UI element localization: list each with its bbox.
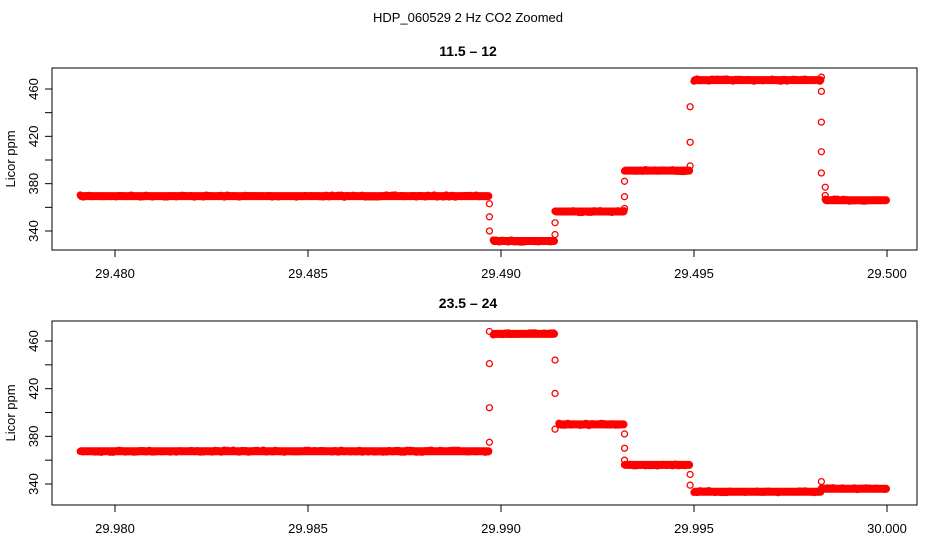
transition-point [817,477,826,486]
transition-point [485,213,494,221]
transition-point [821,191,829,200]
x-tick-label: 29.500 [867,266,907,281]
transition-point [620,177,629,185]
transition-point [485,404,494,412]
transition-point [485,359,494,368]
transition-point [485,438,494,446]
transition-point [821,183,829,191]
transition-point [686,162,694,170]
x-tick-label: 30.000 [867,521,907,536]
plot-frame [51,320,918,506]
y-tick-label: 460 [26,330,41,352]
x-tick-label: 29.985 [288,521,328,536]
transition-point [686,138,694,146]
transition-point [620,193,629,201]
y-tick-label: 380 [26,425,41,447]
transition-point [620,204,629,213]
transition-point [817,148,826,156]
transition-point [485,327,494,336]
transition-point [817,73,826,81]
y-axis-label: Licor ppm [3,384,18,441]
data-points [76,327,890,497]
data-points [76,73,890,246]
x-tick-label: 29.490 [481,266,521,281]
transition-point [686,481,694,489]
plot-panel-1: 29.480 29.485 29.490 29.495 29.500 340 420 460 3… [3,67,918,281]
x-tick-label: 29.495 [674,266,714,281]
y-tick-label: 380 [26,173,41,195]
transition-point [551,356,559,364]
x-tick-label: 29.990 [481,521,521,536]
transition-point [817,118,826,126]
transition-point [551,219,559,227]
x-tick-label: 29.480 [95,266,135,281]
transition-point [686,470,694,479]
transition-point [551,425,559,433]
plot-frame [51,67,918,251]
transition-point [620,444,629,452]
y-tick-label: 340 [26,220,41,242]
figure-title: HDP_060529 2 Hz CO2 Zoomed [372,10,564,25]
panel-2-title: 23.5 – 24 [438,295,498,311]
y-axis-label: Licor ppm [3,130,18,187]
transition-point [686,103,694,111]
transition-point [817,169,826,177]
panel-1-title: 11.5 – 12 [439,43,497,59]
transition-point [551,389,559,398]
y-tick-label: 460 [26,78,41,100]
transition-point [817,87,826,96]
y-tick-label: 340 [26,473,41,495]
transition-point [620,430,629,438]
x-tick-label: 29.980 [95,521,135,536]
x-tick-label: 29.995 [674,521,714,536]
transition-point [551,230,559,239]
y-tick-label: 420 [26,125,41,147]
plot-panel-2: 29.980 29.985 29.990 29.995 30.000 340 420 460 3… [3,320,918,536]
y-tick-label: 420 [26,378,41,400]
x-tick-label: 29.485 [288,266,328,281]
transition-point [485,227,494,235]
transition-point [620,456,629,464]
transition-point [485,200,494,208]
